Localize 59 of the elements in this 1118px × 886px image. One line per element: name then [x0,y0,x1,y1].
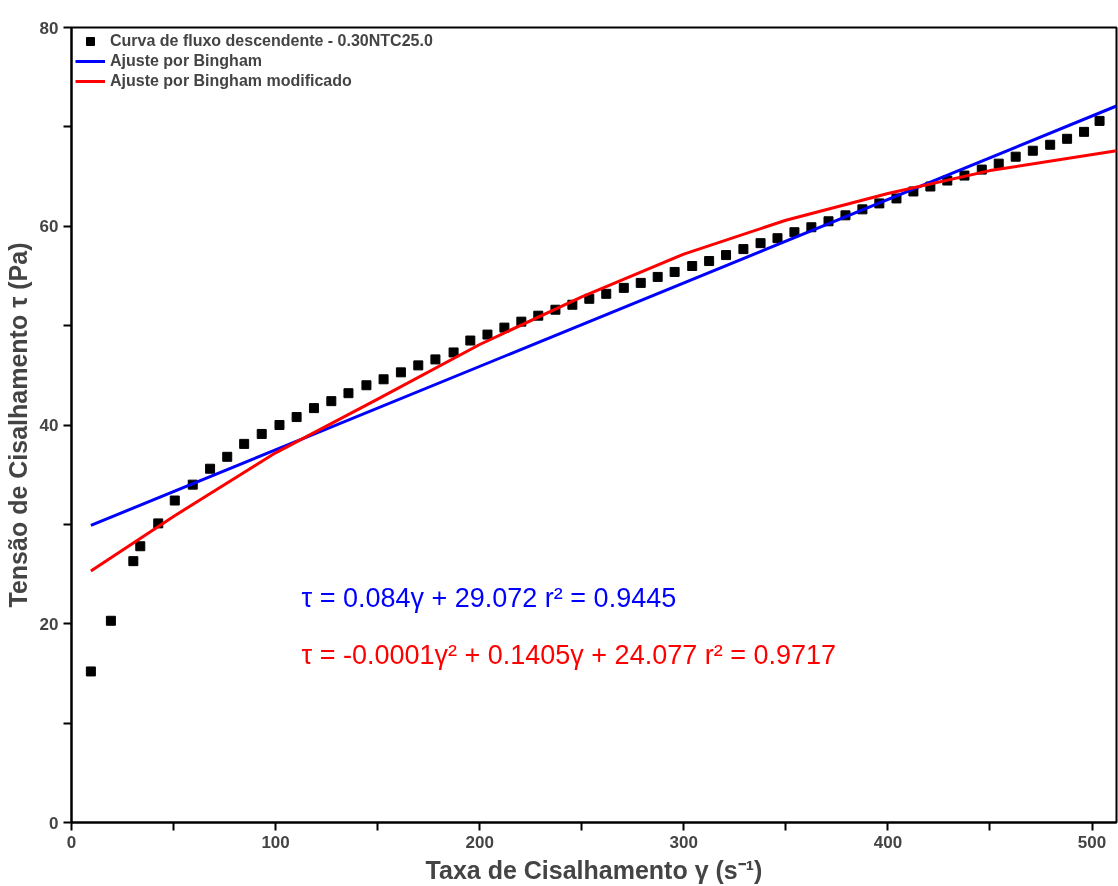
point [256,428,267,439]
point [430,354,441,365]
point [105,615,116,626]
point [128,556,139,567]
point [274,420,285,430]
point [378,374,389,385]
y-tick-label: 40 [39,416,59,435]
point [721,250,732,261]
point [291,412,302,423]
point [326,396,337,407]
point [652,271,663,282]
point [205,463,216,474]
point [601,288,612,299]
x-tick-label: 500 [1077,832,1107,852]
annotation: τ = -0.0001γ² + 0.1405γ + 24.077 r² = 0.9717 [301,639,837,670]
legend-label: Ajuste por Bingham modificado [110,72,352,90]
point [1010,151,1021,162]
point [343,388,354,399]
x-tick-label: 400 [873,832,903,852]
x-tick-label: 300 [669,832,698,852]
point [618,282,629,293]
point [308,403,319,414]
point [1062,133,1073,144]
point [1079,126,1090,137]
point [239,438,250,449]
point [361,380,372,391]
point [1094,115,1105,126]
point [772,233,783,244]
point [704,256,715,267]
point [135,541,146,552]
point [395,367,406,378]
point [1045,139,1056,150]
point [635,277,646,288]
y-tick-label: 60 [39,217,59,237]
point [993,158,1004,169]
x-tick-label: 0 [66,832,77,852]
point [482,329,493,340]
point [669,266,680,277]
legend-label: Ajuste por Bingham [110,52,263,70]
y-axis-title: Tensão de Cisalhamento τ (Pa) [3,242,32,608]
point [738,244,749,255]
point [755,238,766,249]
annotation: τ = 0.084γ + 29.072 r² = 0.9445 [301,582,677,613]
point [465,335,476,346]
y-tick-label: 80 [39,18,59,38]
y-tick-label: 20 [39,614,59,634]
x-axis-title: Taxa de Cisalhamento γ (s⁻¹) [425,855,763,884]
point [1027,145,1038,156]
point [169,495,180,506]
x-tick-label: 100 [261,832,290,852]
y-tick-label: 0 [49,813,59,833]
point [413,360,424,371]
point [222,451,233,462]
legend-label: Curva de fluxo descendente - 0.30NTC25.0 [110,32,433,50]
point [448,347,459,358]
point [687,261,698,271]
line-series [89,149,1117,573]
x-tick-label: 200 [465,832,494,852]
point [85,666,96,677]
